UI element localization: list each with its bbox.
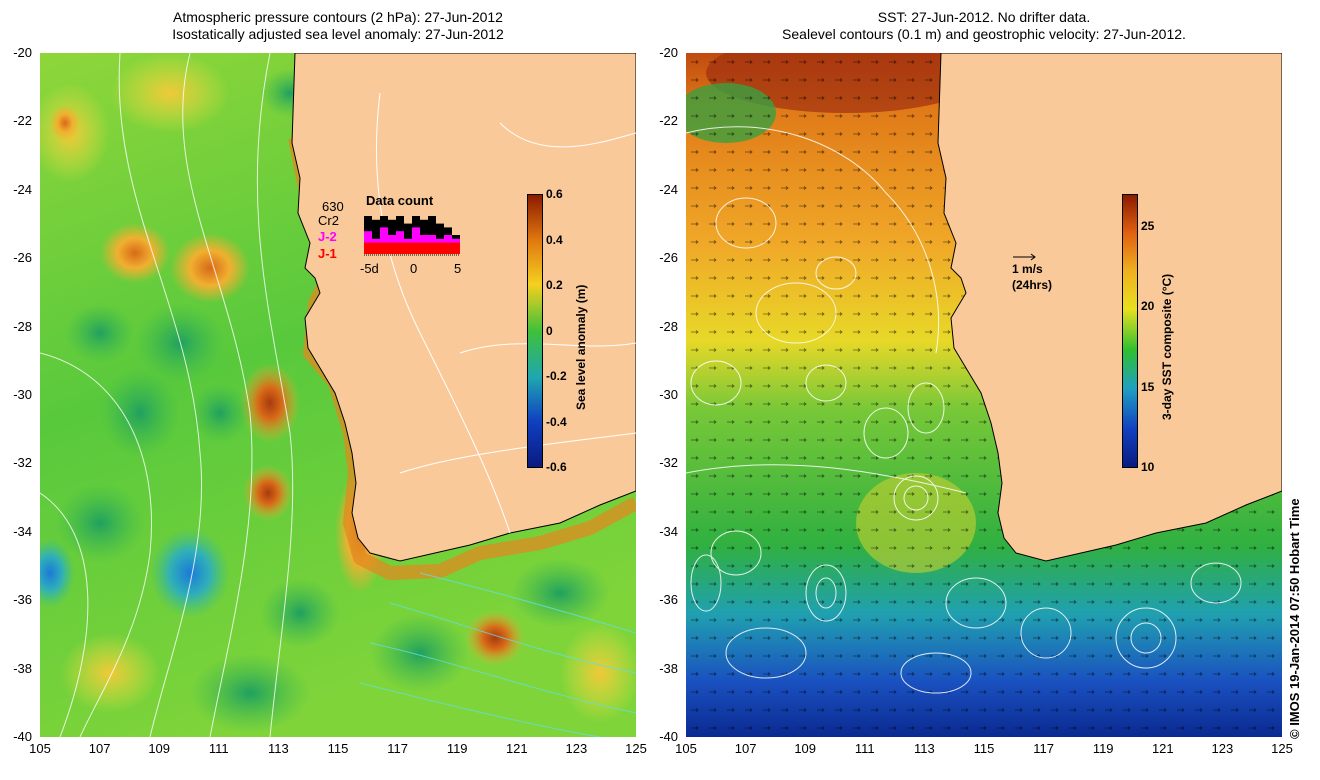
data-count-bar (388, 242, 396, 254)
longitude-tick: 123 (565, 741, 588, 756)
longitude-tick: 125 (625, 741, 647, 756)
velocity-legend-speed: 1 m/s (1012, 262, 1043, 276)
data-count-bar (436, 242, 444, 254)
credit-text: © IMOS 19-Jan-2014 07:50 Hobart Time (1287, 498, 1302, 739)
longitude-tick: 105 (29, 741, 51, 756)
data-count-tick-5: 5 (454, 261, 462, 276)
latitude-tick: -20 (13, 45, 32, 60)
left-title-line1: Atmospheric pressure contours (2 hPa): 2… (173, 9, 503, 25)
data-count-bar (404, 242, 412, 254)
longitude-tick: 123 (1211, 741, 1234, 756)
longitude-tick: 119 (1092, 741, 1114, 756)
latitude-tick: -32 (13, 455, 32, 471)
data-count-title: Data count (366, 193, 434, 208)
longitude-tick: 121 (505, 741, 528, 756)
longitude-tick: 115 (327, 741, 349, 756)
sealevel-contours (686, 126, 1242, 694)
latitude-tick: -32 (659, 455, 678, 471)
colorbar-tick: 0.4 (546, 232, 563, 247)
right-title-line2: Sealevel contours (0.1 m) and geostrophi… (782, 26, 1186, 42)
latitude-tick: -28 (659, 318, 678, 334)
latitude-tick: -38 (659, 660, 678, 676)
latitude-tick: -20 (659, 45, 678, 60)
longitude-tick: 107 (88, 741, 111, 756)
longitude-tick: 111 (208, 741, 229, 756)
colorbar-tick: 0.6 (546, 187, 563, 201)
data-count-bar (372, 219, 380, 254)
colorbar-tick: 0 (546, 323, 553, 338)
colorbar-tick: 25 (1141, 219, 1155, 234)
data-count-bar (380, 242, 388, 254)
right-map-title: SST: 27-Jun-2012. No drifter data. Seale… (686, 9, 1282, 43)
velocity-legend-arrow (1013, 253, 1036, 261)
colorbar-tick: -0.6 (546, 460, 567, 474)
latitude-tick: -28 (13, 318, 32, 334)
colorbar-tick: -0.4 (546, 414, 567, 429)
colorbar-tick: -0.2 (546, 369, 567, 383)
data-count-bar (444, 242, 452, 254)
latitude-tick: -30 (659, 387, 678, 402)
latitude-tick: -22 (659, 113, 678, 129)
latitude-tick: -36 (659, 592, 678, 608)
longitude-tick: 105 (675, 741, 697, 756)
latitude-tick: -40 (659, 729, 678, 744)
longitude-tick: 107 (734, 741, 757, 756)
pressure-contours (40, 53, 636, 737)
colorbar-tick: 15 (1141, 379, 1155, 394)
latitude-tick: -36 (13, 592, 32, 608)
sea-level-colorbar-label: Sea level anomaly (m) (574, 284, 588, 410)
data-count-bar (452, 242, 460, 254)
sea-level-anomaly-map (40, 53, 636, 737)
land-mass-right (937, 53, 1282, 562)
latitude-tick: -34 (659, 523, 678, 539)
longitude-tick: 117 (1033, 741, 1054, 756)
land-contours (375, 92, 636, 534)
latitude-tick: -40 (13, 729, 32, 744)
data-count-tick-0: 0 (410, 261, 418, 276)
longitude-tick: 115 (973, 741, 995, 756)
data-count-label-cr2: Cr2 (318, 213, 339, 228)
colorbar-tick: 20 (1141, 299, 1155, 314)
longitude-tick: 113 (914, 741, 935, 756)
colorbar-tick: 10 (1141, 460, 1155, 474)
latitude-tick: -22 (13, 113, 32, 129)
data-count-tick-neg5: -5d (360, 261, 379, 276)
data-count-bars (364, 216, 460, 256)
data-count-bar (412, 242, 420, 254)
sst-map (686, 53, 1282, 737)
longitude-tick: 109 (794, 741, 817, 756)
longitude-tick: 109 (148, 741, 171, 756)
data-count-bar (412, 227, 420, 254)
longitude-tick: 117 (387, 741, 408, 756)
data-count-total: 630 (322, 199, 344, 214)
latitude-tick: -26 (659, 250, 678, 266)
right-title-line1: SST: 27-Jun-2012. No drifter data. (877, 9, 1091, 25)
data-count-bar (396, 242, 404, 254)
latitude-tick: -24 (659, 181, 678, 197)
data-count-bar (380, 227, 388, 254)
data-count-label-j1: J-1 (318, 246, 337, 261)
longitude-tick: 113 (268, 741, 289, 756)
longitude-tick: 111 (854, 741, 875, 756)
longitude-tick: 121 (1151, 741, 1174, 756)
left-title-line2: Isostatically adjusted sea level anomaly… (172, 26, 504, 42)
latitude-tick: -24 (13, 181, 32, 197)
latitude-tick: -26 (13, 250, 32, 266)
latitude-tick: -34 (13, 523, 32, 539)
data-count-bar (428, 242, 436, 254)
data-count-label-j2: J-2 (318, 229, 337, 244)
colorbar-tick: 0.2 (546, 278, 563, 292)
sst-colorbar-label: 3-day SST composite (°C) (1160, 273, 1174, 420)
latitude-tick: -38 (13, 660, 32, 676)
data-count-bar (420, 242, 428, 254)
velocity-legend-window: (24hrs) (1012, 278, 1053, 292)
data-count-bar (364, 242, 372, 254)
latitude-tick: -30 (13, 387, 32, 402)
longitude-tick: 119 (446, 741, 468, 756)
longitude-tick: 125 (1271, 741, 1293, 756)
left-map-title: Atmospheric pressure contours (2 hPa): 2… (40, 9, 636, 43)
data-count-bar (372, 242, 380, 254)
